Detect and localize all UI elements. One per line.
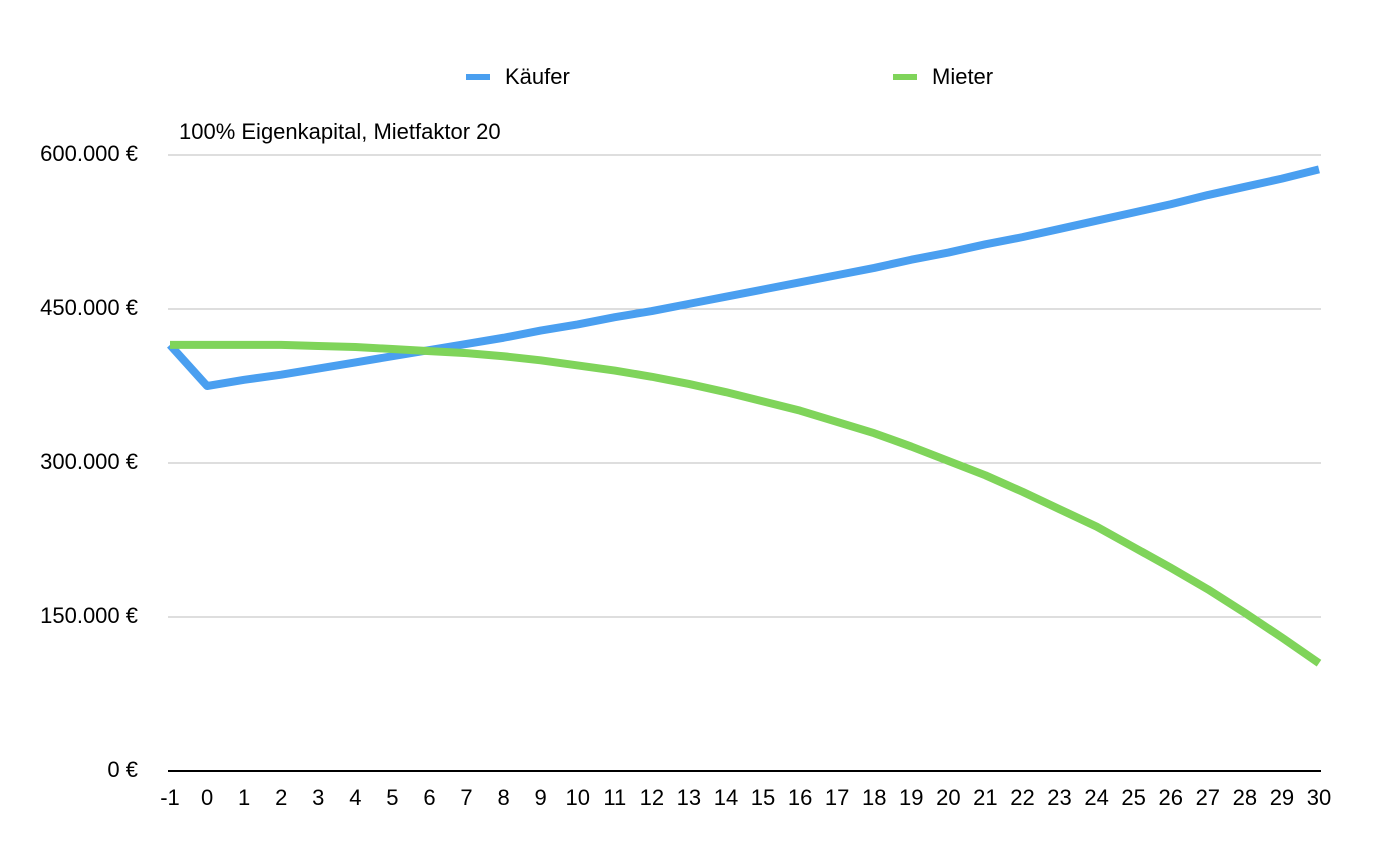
x-tick-label: 12 — [640, 785, 664, 810]
x-tick-label: -1 — [160, 785, 180, 810]
x-tick-label: 5 — [386, 785, 398, 810]
y-tick-label: 150.000 € — [40, 603, 138, 628]
x-tick-label: 21 — [973, 785, 997, 810]
legend-label: Käufer — [505, 64, 570, 89]
x-tick-label: 0 — [201, 785, 213, 810]
x-tick-label: 26 — [1158, 785, 1182, 810]
y-tick-label: 0 € — [107, 757, 138, 782]
x-tick-label: 16 — [788, 785, 812, 810]
x-tick-label: 8 — [497, 785, 509, 810]
x-tick-label: 14 — [714, 785, 738, 810]
y-tick-label: 450.000 € — [40, 295, 138, 320]
y-tick-label: 300.000 € — [40, 449, 138, 474]
x-tick-label: 25 — [1121, 785, 1145, 810]
x-tick-label: 1 — [238, 785, 250, 810]
series-line — [170, 340, 1322, 667]
x-tick-label: 4 — [349, 785, 361, 810]
x-tick-label: 6 — [423, 785, 435, 810]
x-tick-label: 18 — [862, 785, 886, 810]
x-tick-label: 20 — [936, 785, 960, 810]
x-tick-label: 2 — [275, 785, 287, 810]
x-tick-label: 13 — [677, 785, 701, 810]
x-tick-label: 7 — [460, 785, 472, 810]
chart-subtitle: 100% Eigenkapital, Mietfaktor 20 — [179, 119, 501, 144]
x-tick-label: 29 — [1270, 785, 1294, 810]
x-tick-label: 3 — [312, 785, 324, 810]
x-tick-label: 23 — [1047, 785, 1071, 810]
x-tick-label: 15 — [751, 785, 775, 810]
legend-label: Mieter — [932, 64, 993, 89]
x-tick-label: 10 — [565, 785, 589, 810]
x-tick-label: 19 — [899, 785, 923, 810]
x-tick-label: 24 — [1084, 785, 1108, 810]
x-tick-label: 22 — [1010, 785, 1034, 810]
x-tick-label: 30 — [1307, 785, 1331, 810]
x-tick-label: 17 — [825, 785, 849, 810]
x-tick-label: 28 — [1233, 785, 1257, 810]
x-tick-label: 11 — [603, 785, 626, 810]
series-line — [167, 165, 1320, 390]
y-tick-label: 600.000 € — [40, 141, 138, 166]
x-tick-label: 27 — [1196, 785, 1220, 810]
x-tick-label: 9 — [535, 785, 547, 810]
